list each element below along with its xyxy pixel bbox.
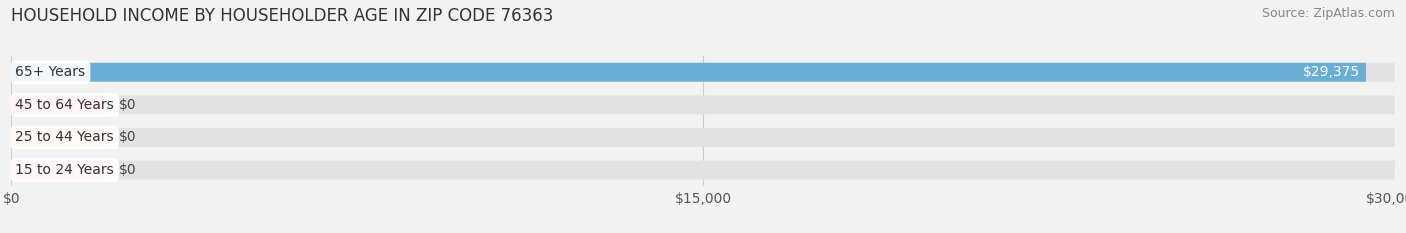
Text: 25 to 44 Years: 25 to 44 Years — [15, 130, 114, 144]
Text: 45 to 64 Years: 45 to 64 Years — [15, 98, 114, 112]
Text: HOUSEHOLD INCOME BY HOUSEHOLDER AGE IN ZIP CODE 76363: HOUSEHOLD INCOME BY HOUSEHOLDER AGE IN Z… — [11, 7, 554, 25]
Text: $0: $0 — [120, 98, 136, 112]
Text: Source: ZipAtlas.com: Source: ZipAtlas.com — [1261, 7, 1395, 20]
FancyBboxPatch shape — [11, 63, 1395, 82]
Text: 65+ Years: 65+ Years — [15, 65, 86, 79]
Text: 15 to 24 Years: 15 to 24 Years — [15, 163, 114, 177]
FancyBboxPatch shape — [11, 128, 1395, 147]
FancyBboxPatch shape — [11, 128, 105, 147]
FancyBboxPatch shape — [11, 63, 1367, 82]
Text: $0: $0 — [120, 130, 136, 144]
FancyBboxPatch shape — [11, 95, 1395, 114]
Text: $0: $0 — [120, 163, 136, 177]
FancyBboxPatch shape — [11, 161, 105, 180]
Text: $29,375: $29,375 — [1303, 65, 1361, 79]
FancyBboxPatch shape — [11, 95, 105, 114]
FancyBboxPatch shape — [11, 161, 1395, 180]
